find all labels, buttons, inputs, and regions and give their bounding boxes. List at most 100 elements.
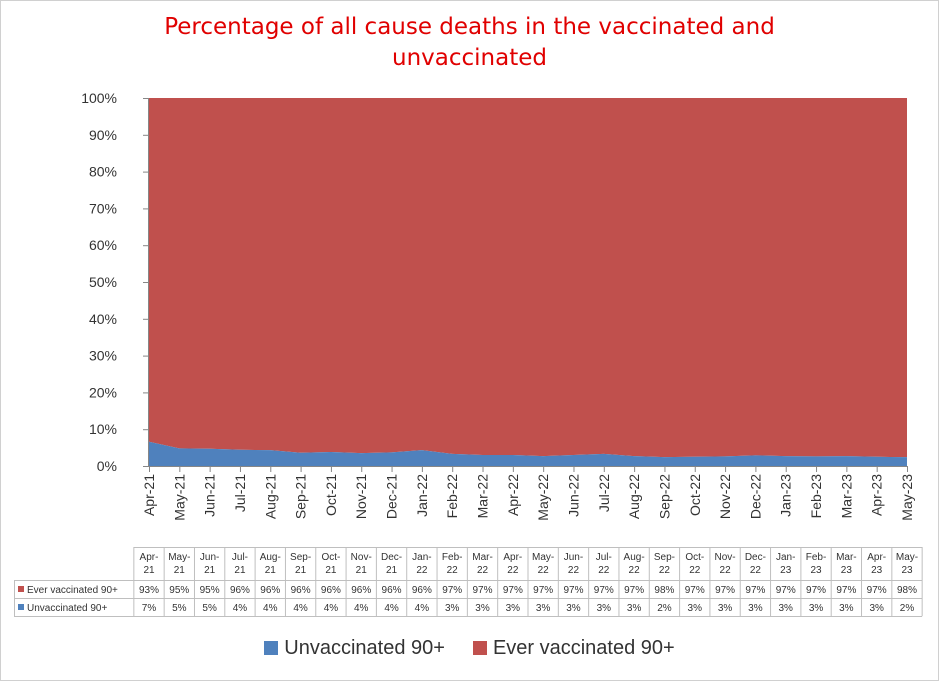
table-header-cell: Jul-22 [596, 552, 612, 576]
x-tick-label: Aug-21 [262, 474, 278, 519]
table-header-cell: Jun-22 [564, 552, 583, 576]
x-tick-label: Dec-22 [747, 474, 763, 519]
x-tick-label: Jun-22 [565, 474, 581, 517]
table-cell: 4% [384, 603, 399, 614]
table-cell: 3% [566, 603, 581, 614]
table-cell: 3% [809, 603, 824, 614]
table-row-label: Ever vaccinated 90+ [27, 585, 118, 596]
area-unvaccinated [149, 441, 907, 466]
table-cell: 3% [778, 603, 793, 614]
x-tick-label: Apr-22 [505, 474, 521, 516]
legend-item: Unvaccinated 90+ [264, 637, 445, 660]
table-header-cell: Jun-21 [200, 552, 219, 576]
x-tick-label: Sep-21 [293, 474, 309, 519]
legend-swatch [472, 641, 487, 656]
table-cell: 96% [291, 585, 311, 596]
chart-title-line-1: Percentage of all cause deaths in the va… [164, 14, 775, 40]
table-cell: 97% [533, 585, 553, 596]
table-cell: 97% [806, 585, 826, 596]
x-tick-label: Apr-23 [869, 474, 885, 516]
table-cell: 97% [685, 585, 705, 596]
table-cell: 4% [233, 603, 248, 614]
table-cell: 4% [354, 603, 369, 614]
table-cell: 3% [475, 603, 490, 614]
table-header-cell: Aug-22 [624, 552, 645, 576]
table-cell: 2% [900, 603, 915, 614]
table-cell: 4% [293, 603, 308, 614]
table-cell: 97% [867, 585, 887, 596]
table-cell: 5% [172, 603, 187, 614]
y-tick-label: 70% [89, 200, 117, 216]
table-cell: 97% [442, 585, 462, 596]
table-header-cell: Feb-22 [442, 552, 463, 576]
table-header-cell: Dec-22 [745, 552, 766, 576]
table-cell: 4% [324, 603, 339, 614]
table-cell: 97% [836, 585, 856, 596]
x-tick-label: Aug-22 [626, 474, 642, 519]
table-header-cell: Apr-23 [867, 552, 886, 576]
table-header-cell: Mar-23 [836, 552, 857, 576]
table-cell: 7% [142, 603, 157, 614]
table-cell: 97% [503, 585, 523, 596]
table-header-cell: Oct-22 [685, 552, 704, 576]
legend-label: Unvaccinated 90+ [284, 637, 445, 660]
x-tick-label: Mar-22 [475, 474, 491, 519]
table-header-cell: Feb-23 [806, 552, 827, 576]
chart-legend: Unvaccinated 90+ Ever vaccinated 90+ [0, 637, 939, 660]
y-tick-label: 30% [89, 348, 117, 364]
table-cell: 3% [718, 603, 733, 614]
x-tick-label: Nov-22 [717, 474, 733, 519]
y-tick-label: 100% [81, 90, 117, 106]
table-cell: 97% [594, 585, 614, 596]
table-header-cell: Nov-21 [351, 552, 372, 576]
table-cell: 95% [200, 585, 220, 596]
table-cell: 4% [263, 603, 278, 614]
x-tick-label: Jan-23 [778, 474, 794, 517]
x-tick-label: Feb-23 [808, 474, 824, 519]
y-tick-label: 40% [89, 311, 117, 327]
x-tick-label: Jun-21 [202, 474, 218, 517]
table-cell: 3% [627, 603, 642, 614]
x-tick-label: May-21 [171, 474, 187, 521]
x-tick-label: Jan-22 [414, 474, 430, 517]
x-tick-label: May-23 [899, 474, 915, 521]
table-header-cell: Oct-21 [321, 552, 340, 576]
chart-title: Percentage of all cause deaths in the va… [0, 12, 939, 74]
table-cell: 96% [351, 585, 371, 596]
table-cell: 97% [745, 585, 765, 596]
table-cell: 93% [139, 585, 159, 596]
legend-swatch [264, 641, 279, 656]
y-tick-label: 90% [89, 127, 117, 143]
table-cell: 97% [624, 585, 644, 596]
table-cell: 3% [688, 603, 703, 614]
table-header-cell: May-21 [168, 552, 190, 576]
table-cell: 95% [169, 585, 189, 596]
x-tick-label: May-22 [535, 474, 551, 521]
x-tick-label: Oct-21 [323, 474, 339, 516]
x-tick-label: Jul-21 [232, 474, 248, 512]
table-cell: 3% [445, 603, 460, 614]
y-tick-label: 10% [89, 421, 117, 437]
y-tick-label: 50% [89, 274, 117, 290]
table-header-cell: May-23 [896, 552, 918, 576]
table-header-cell: May-22 [532, 552, 554, 576]
legend-item: Ever vaccinated 90+ [472, 637, 675, 660]
y-tick-label: 20% [89, 384, 117, 400]
table-cell: 3% [839, 603, 854, 614]
table-row-swatch [18, 604, 24, 610]
table-header-cell: Jul-21 [232, 552, 248, 576]
x-tick-label: Apr-21 [141, 474, 157, 516]
table-header-cell: Sep-22 [654, 552, 675, 576]
x-tick-label: Sep-22 [656, 474, 672, 519]
table-cell: 98% [897, 585, 917, 596]
table-header-cell: Apr-21 [140, 552, 159, 576]
table-cell: 3% [536, 603, 551, 614]
table-cell: 98% [654, 585, 674, 596]
table-cell: 97% [563, 585, 583, 596]
table-cell: 96% [230, 585, 250, 596]
table-cell: 2% [657, 603, 672, 614]
chart-title-line-2: unvaccinated [392, 45, 547, 71]
x-tick-label: Nov-21 [353, 474, 369, 519]
legend-label: Ever vaccinated 90+ [492, 637, 675, 660]
